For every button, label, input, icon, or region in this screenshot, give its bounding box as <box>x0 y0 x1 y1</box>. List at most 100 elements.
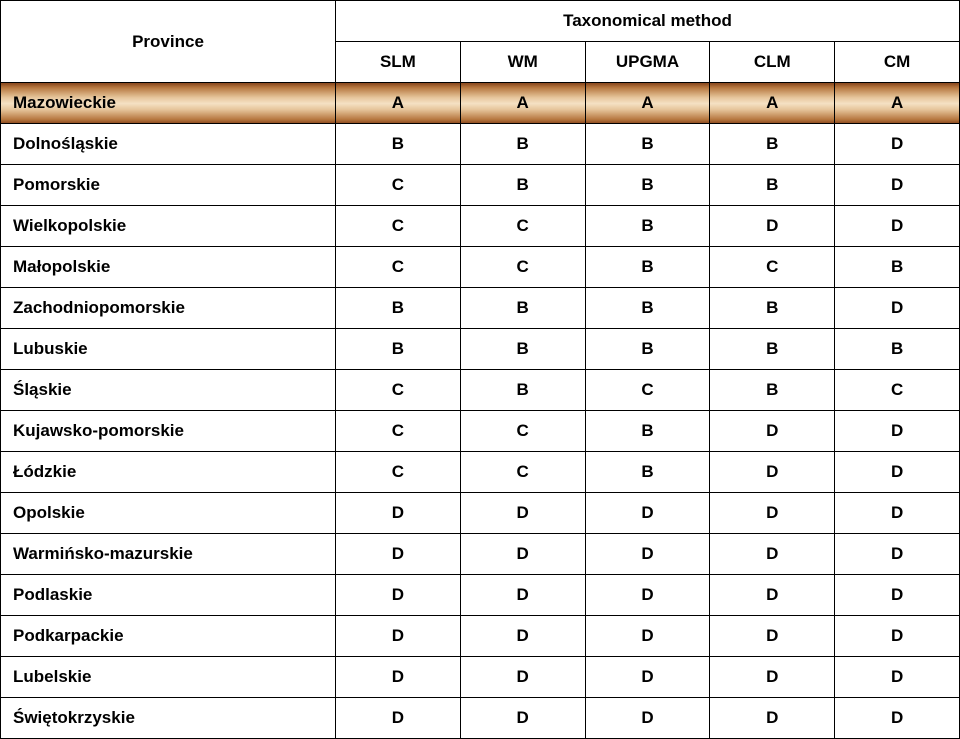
value-cell: B <box>585 329 710 370</box>
province-cell: Warmińsko-mazurskie <box>1 534 336 575</box>
province-cell: Pomorskie <box>1 165 336 206</box>
value-cell: D <box>585 657 710 698</box>
value-cell: B <box>460 370 585 411</box>
value-cell: B <box>835 329 960 370</box>
value-cell: C <box>460 247 585 288</box>
value-cell: B <box>710 329 835 370</box>
value-cell: D <box>710 206 835 247</box>
value-cell: D <box>710 616 835 657</box>
province-cell: Dolnośląskie <box>1 124 336 165</box>
value-cell: D <box>585 575 710 616</box>
table-body: MazowieckieAAAAADolnośląskieBBBBDPomorsk… <box>1 83 960 739</box>
value-cell: C <box>336 370 461 411</box>
value-cell: D <box>710 698 835 739</box>
value-cell: B <box>710 370 835 411</box>
table-row: MałopolskieCCBCB <box>1 247 960 288</box>
province-cell: Mazowieckie <box>1 83 336 124</box>
value-cell: C <box>460 452 585 493</box>
sub-header-slm: SLM <box>336 42 461 83</box>
value-cell: A <box>835 83 960 124</box>
taxonomical-header: Taxonomical method <box>336 1 960 42</box>
value-cell: D <box>835 575 960 616</box>
sub-header-upgma: UPGMA <box>585 42 710 83</box>
province-cell: Lubuskie <box>1 329 336 370</box>
value-cell: D <box>460 616 585 657</box>
value-cell: B <box>835 247 960 288</box>
value-cell: D <box>585 534 710 575</box>
value-cell: D <box>336 534 461 575</box>
province-cell: Podkarpackie <box>1 616 336 657</box>
value-cell: D <box>585 616 710 657</box>
header-row-1: Province Taxonomical method <box>1 1 960 42</box>
value-cell: B <box>336 124 461 165</box>
value-cell: D <box>710 493 835 534</box>
value-cell: D <box>835 206 960 247</box>
table-row: DolnośląskieBBBBD <box>1 124 960 165</box>
table-row: ŁódzkieCCBDD <box>1 452 960 493</box>
value-cell: D <box>585 698 710 739</box>
value-cell: D <box>710 534 835 575</box>
value-cell: D <box>835 657 960 698</box>
value-cell: C <box>460 206 585 247</box>
value-cell: D <box>336 616 461 657</box>
table-row: OpolskieDDDDD <box>1 493 960 534</box>
value-cell: B <box>460 124 585 165</box>
value-cell: D <box>336 493 461 534</box>
value-cell: D <box>460 657 585 698</box>
value-cell: D <box>460 493 585 534</box>
value-cell: A <box>460 83 585 124</box>
table-row: ŚwiętokrzyskieDDDDD <box>1 698 960 739</box>
value-cell: D <box>710 575 835 616</box>
value-cell: D <box>585 493 710 534</box>
value-cell: B <box>710 288 835 329</box>
value-cell: B <box>336 288 461 329</box>
table-row: LubelskieDDDDD <box>1 657 960 698</box>
value-cell: D <box>835 411 960 452</box>
taxonomical-table: Province Taxonomical method SLM WM UPGMA… <box>0 0 960 739</box>
value-cell: D <box>460 534 585 575</box>
province-cell: Świętokrzyskie <box>1 698 336 739</box>
value-cell: B <box>460 288 585 329</box>
value-cell: D <box>835 165 960 206</box>
value-cell: C <box>336 411 461 452</box>
value-cell: C <box>585 370 710 411</box>
value-cell: B <box>585 165 710 206</box>
value-cell: B <box>710 124 835 165</box>
province-cell: Lubelskie <box>1 657 336 698</box>
value-cell: B <box>585 288 710 329</box>
table-row: ZachodniopomorskieBBBBD <box>1 288 960 329</box>
value-cell: B <box>585 411 710 452</box>
table-row: PomorskieCBBBD <box>1 165 960 206</box>
province-cell: Podlaskie <box>1 575 336 616</box>
value-cell: C <box>336 206 461 247</box>
value-cell: D <box>460 698 585 739</box>
value-cell: B <box>585 247 710 288</box>
province-cell: Łódzkie <box>1 452 336 493</box>
value-cell: C <box>336 452 461 493</box>
value-cell: D <box>835 288 960 329</box>
value-cell: A <box>585 83 710 124</box>
province-cell: Wielkopolskie <box>1 206 336 247</box>
table-row: MazowieckieAAAAA <box>1 83 960 124</box>
province-cell: Opolskie <box>1 493 336 534</box>
value-cell: D <box>710 657 835 698</box>
value-cell: B <box>460 329 585 370</box>
table-row: Kujawsko-pomorskieCCBDD <box>1 411 960 452</box>
value-cell: C <box>710 247 835 288</box>
table-row: LubuskieBBBBB <box>1 329 960 370</box>
value-cell: D <box>710 411 835 452</box>
value-cell: B <box>336 329 461 370</box>
value-cell: D <box>336 575 461 616</box>
value-cell: D <box>336 698 461 739</box>
value-cell: B <box>585 452 710 493</box>
value-cell: D <box>835 452 960 493</box>
table-row: WielkopolskieCCBDD <box>1 206 960 247</box>
value-cell: D <box>835 698 960 739</box>
province-header: Province <box>1 1 336 83</box>
value-cell: C <box>835 370 960 411</box>
value-cell: A <box>710 83 835 124</box>
table-head: Province Taxonomical method SLM WM UPGMA… <box>1 1 960 83</box>
province-cell: Małopolskie <box>1 247 336 288</box>
value-cell: A <box>336 83 461 124</box>
value-cell: C <box>460 411 585 452</box>
